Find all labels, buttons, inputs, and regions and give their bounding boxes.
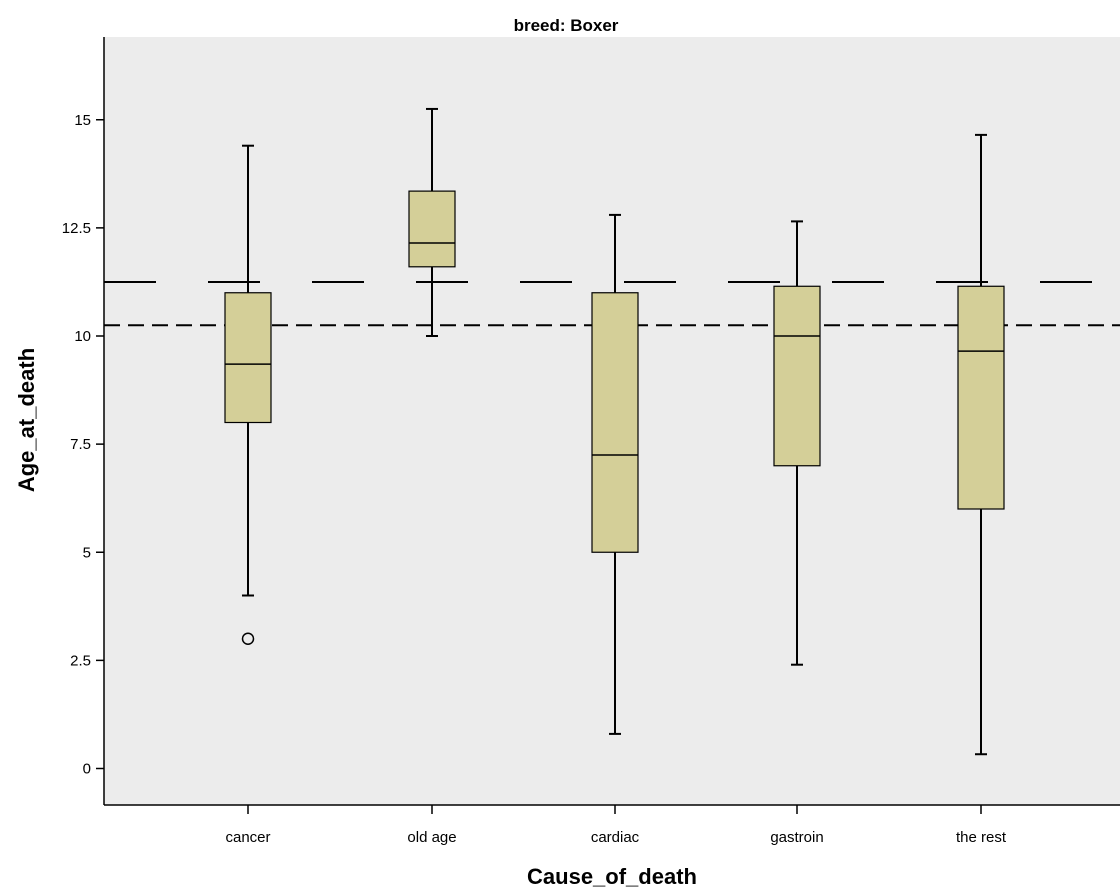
box-iqr bbox=[591, 292, 639, 553]
x-ticks-group: cancer old age cardiac gastroin the rest bbox=[225, 805, 1007, 846]
box-iqr bbox=[773, 285, 821, 467]
x-tick-label: gastroin bbox=[770, 829, 823, 846]
outlier-point bbox=[241, 632, 255, 645]
y-tick-label: 15 bbox=[74, 112, 91, 129]
box-cancer bbox=[224, 144, 272, 645]
box-cardiac bbox=[591, 213, 639, 735]
x-tick-label: cancer bbox=[225, 829, 270, 846]
y-axis-title: Age_at_death bbox=[14, 348, 39, 492]
y-tick-label: 0 bbox=[83, 761, 91, 778]
box-gastroin bbox=[773, 220, 821, 666]
x-tick-label: the rest bbox=[956, 829, 1007, 846]
axes-group bbox=[103, 37, 1120, 806]
y-tick-label: 12.5 bbox=[62, 220, 91, 237]
boxes-group bbox=[224, 107, 1005, 756]
y-tick-label: 10 bbox=[74, 328, 91, 345]
box-old-age bbox=[408, 107, 456, 337]
box-iqr bbox=[224, 292, 272, 424]
y-tick-label: 7.5 bbox=[70, 436, 91, 453]
box-the-rest bbox=[957, 133, 1005, 756]
y-ticks-group: 0 2.5 5 7.5 10 12.5 15 bbox=[62, 112, 104, 778]
box-iqr bbox=[957, 285, 1005, 510]
x-tick-label: old age bbox=[407, 829, 456, 846]
y-tick-label: 2.5 bbox=[70, 652, 91, 669]
box-iqr bbox=[408, 190, 456, 268]
x-tick-label: cardiac bbox=[591, 829, 640, 846]
x-axis-title: Cause_of_death bbox=[527, 864, 697, 889]
y-tick-label: 5 bbox=[83, 544, 91, 561]
chart-title: breed: Boxer bbox=[514, 16, 619, 35]
